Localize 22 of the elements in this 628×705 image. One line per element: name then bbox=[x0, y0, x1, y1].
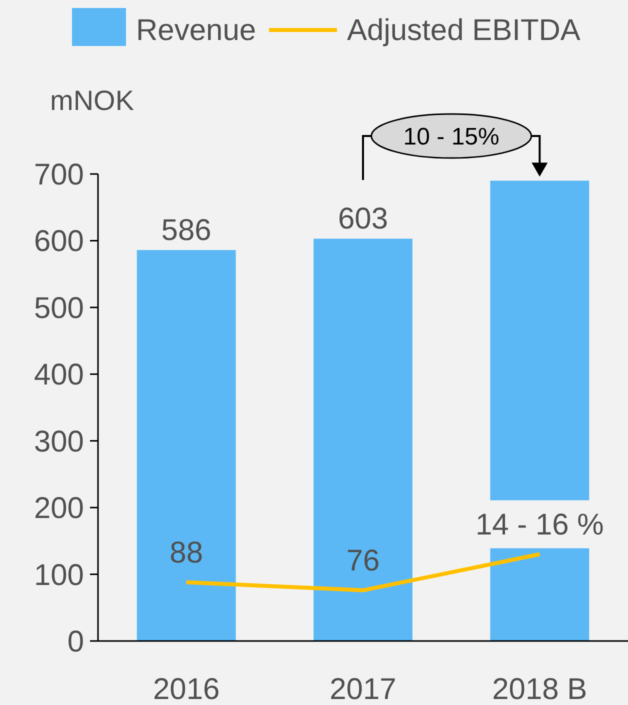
x-tick-label: 2018 B bbox=[492, 673, 588, 705]
y-tick-label: 400 bbox=[34, 358, 84, 392]
y-tick-label: 0 bbox=[67, 626, 84, 658]
data-label: 586 bbox=[161, 214, 212, 248]
bar bbox=[314, 238, 412, 641]
legend-label: Adjusted EBITDA bbox=[347, 14, 580, 47]
legend-label: Revenue bbox=[136, 14, 256, 47]
y-tick-label: 500 bbox=[34, 292, 84, 325]
y-tick-label: 600 bbox=[34, 225, 84, 258]
y-tick-label: 100 bbox=[34, 558, 84, 592]
bar bbox=[136, 250, 236, 641]
data-label: 76 bbox=[346, 544, 380, 578]
y-tick-label: 200 bbox=[34, 492, 84, 526]
annotation: 14 - 16 % bbox=[475, 508, 604, 542]
data-label: 88 bbox=[170, 536, 204, 570]
text: 10 - 15% bbox=[403, 123, 500, 150]
x-tick-label: 2016 bbox=[152, 673, 220, 705]
y-tick-label: 300 bbox=[34, 425, 84, 458]
data-label: 603 bbox=[338, 202, 388, 236]
y-tick-label: 700 bbox=[34, 158, 84, 192]
y-axis-title: mNOK bbox=[50, 85, 134, 116]
x-tick-label: 2017 bbox=[330, 673, 396, 705]
